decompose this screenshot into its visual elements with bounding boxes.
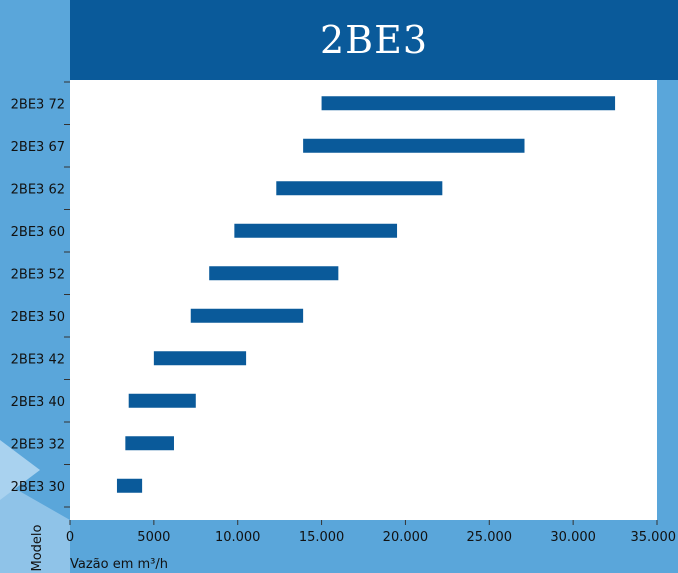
bar-2be3-52	[209, 266, 339, 281]
bar-2be3-30	[116, 478, 143, 493]
bar-2be3-62	[276, 181, 443, 196]
bar-2be3-42	[153, 351, 247, 366]
y-tick-label: 2BE3 30	[11, 480, 65, 495]
y-tick-label: 2BE3 32	[11, 437, 65, 452]
y-tick-label: 2BE3 62	[11, 182, 65, 197]
y-tick-label: 2BE3 50	[11, 310, 65, 325]
y-tick-label: 2BE3 40	[11, 395, 65, 410]
y-tick-label: 2BE3 67	[11, 140, 65, 155]
bar-2be3-32	[125, 436, 174, 451]
title-band	[70, 0, 678, 80]
y-tick-label: 2BE3 72	[11, 97, 65, 112]
y-axis-label: Modelo	[30, 524, 45, 571]
x-tick-label: 20.000	[383, 530, 429, 545]
bar-2be3-67	[303, 138, 525, 153]
x-tick-label: 15.000	[299, 530, 345, 545]
y-tick-label: 2BE3 42	[11, 352, 65, 367]
bar-2be3-50	[190, 308, 304, 323]
x-tick-label: 0	[66, 530, 74, 545]
bar-2be3-40	[128, 393, 196, 408]
x-tick-label: 10.000	[215, 530, 261, 545]
x-tick-label: 5000	[137, 530, 170, 545]
bar-2be3-72	[321, 96, 616, 111]
y-tick-label: 2BE3 60	[11, 225, 65, 240]
bar-2be3-60	[234, 223, 398, 238]
x-tick-label: 30.000	[550, 530, 596, 545]
x-tick-label: 25.000	[467, 530, 513, 545]
page-title: 2BE3	[319, 18, 429, 62]
y-tick-label: 2BE3 52	[11, 267, 65, 282]
x-axis-label: Vazão em m³/h	[70, 557, 168, 572]
x-tick-label: 35.000	[631, 530, 677, 545]
